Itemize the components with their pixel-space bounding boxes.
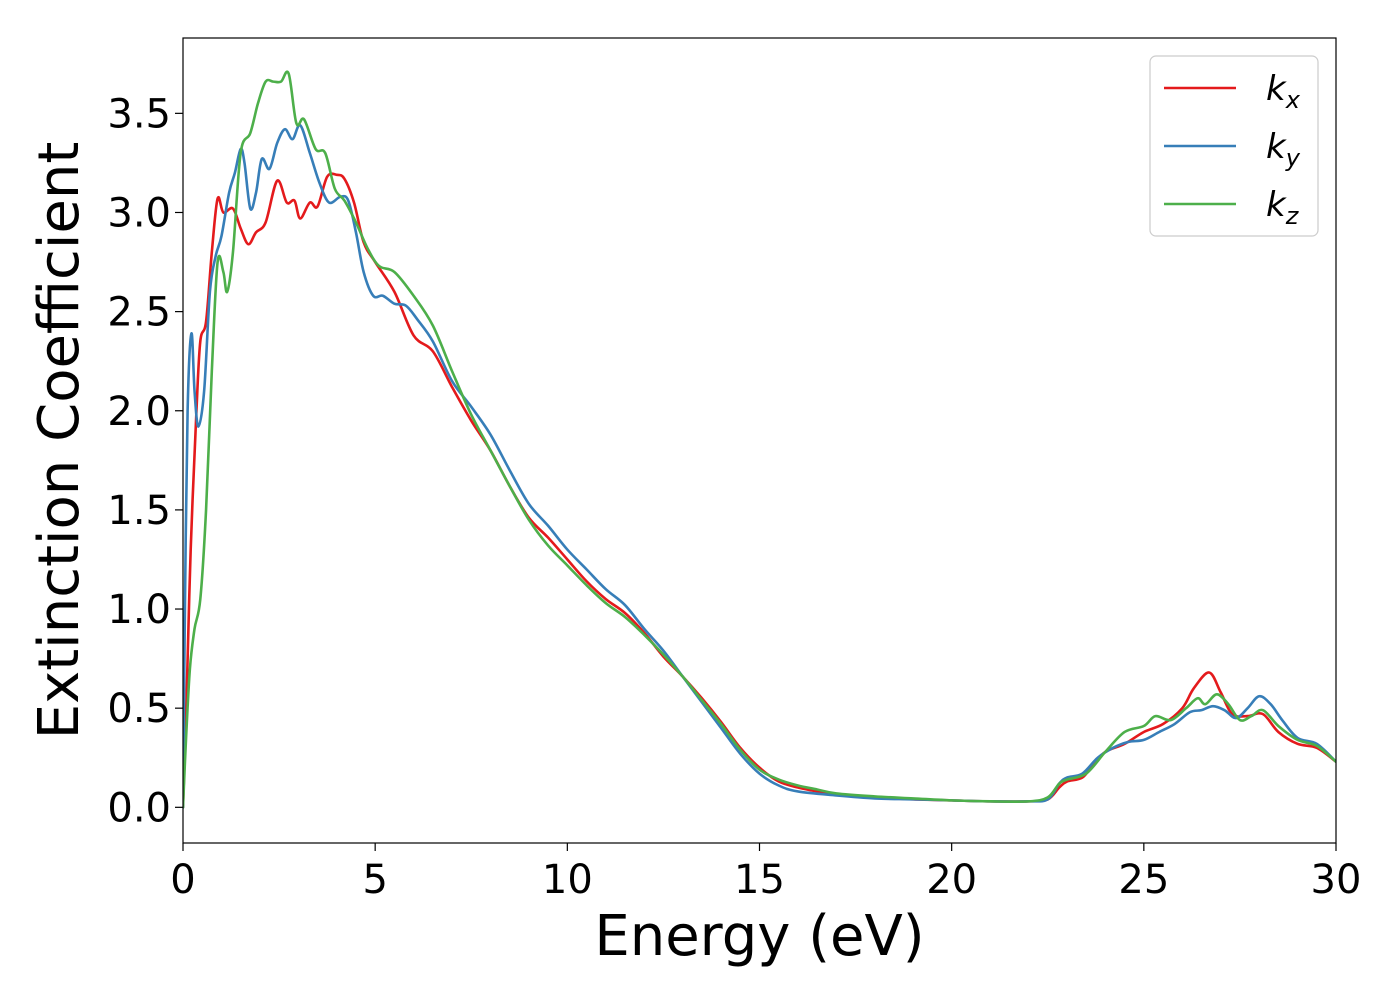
legend-label-base: k <box>1266 69 1287 109</box>
legend-label-subscript: x <box>1285 86 1301 114</box>
y-tick-label: 0.5 <box>107 686 171 732</box>
y-tick-label: 3.5 <box>107 91 171 137</box>
legend-label-base: k <box>1266 127 1287 167</box>
legend-label-kx: kx <box>1266 69 1301 114</box>
x-axis-title: Energy (eV) <box>594 904 924 969</box>
y-tick-label: 3.0 <box>107 190 171 236</box>
x-tick-label: 10 <box>542 857 593 903</box>
legend-label-subscript: y <box>1285 144 1301 172</box>
x-tick-label: 25 <box>1118 857 1169 903</box>
x-tick-label: 30 <box>1311 857 1362 903</box>
legend-label-base: k <box>1266 185 1287 225</box>
y-tick-label: 0.0 <box>107 785 171 831</box>
y-axis-title: Extinction Coefficient <box>27 142 92 740</box>
legend-label-subscript: z <box>1285 202 1300 230</box>
x-tick-label: 15 <box>734 857 785 903</box>
legend-label-kz: kz <box>1266 185 1300 230</box>
series-line-kx <box>183 172 1336 809</box>
series-line-kz <box>183 70 1336 809</box>
series-layer <box>183 70 1336 809</box>
y-tick-label: 1.0 <box>107 587 171 633</box>
y-tick-label: 2.5 <box>107 290 171 336</box>
y-tick-label: 2.0 <box>107 389 171 435</box>
x-axis: 0 5 10 15 20 25 30 <box>170 843 1361 903</box>
y-axis: 0.0 0.5 1.0 1.5 2.0 2.5 3.0 3.5 <box>107 91 183 831</box>
x-tick-label: 20 <box>926 857 977 903</box>
legend-label-ky: ky <box>1266 127 1301 172</box>
x-tick-label: 5 <box>362 857 387 903</box>
y-tick-label: 1.5 <box>107 488 171 534</box>
x-tick-label: 0 <box>170 857 195 903</box>
